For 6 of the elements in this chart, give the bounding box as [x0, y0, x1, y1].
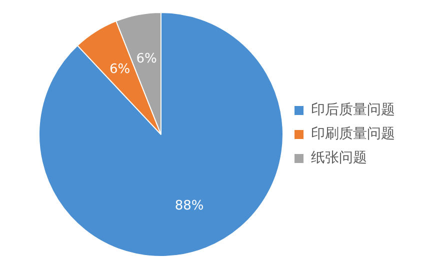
legend-label: 印刷质量问题 — [311, 126, 395, 142]
data-label: 88% — [174, 198, 204, 214]
legend-label: 印后质量问题 — [311, 102, 395, 118]
legend-label: 纸张问题 — [311, 150, 367, 166]
data-label: 6% — [136, 51, 157, 66]
data-label: 6% — [110, 62, 130, 77]
